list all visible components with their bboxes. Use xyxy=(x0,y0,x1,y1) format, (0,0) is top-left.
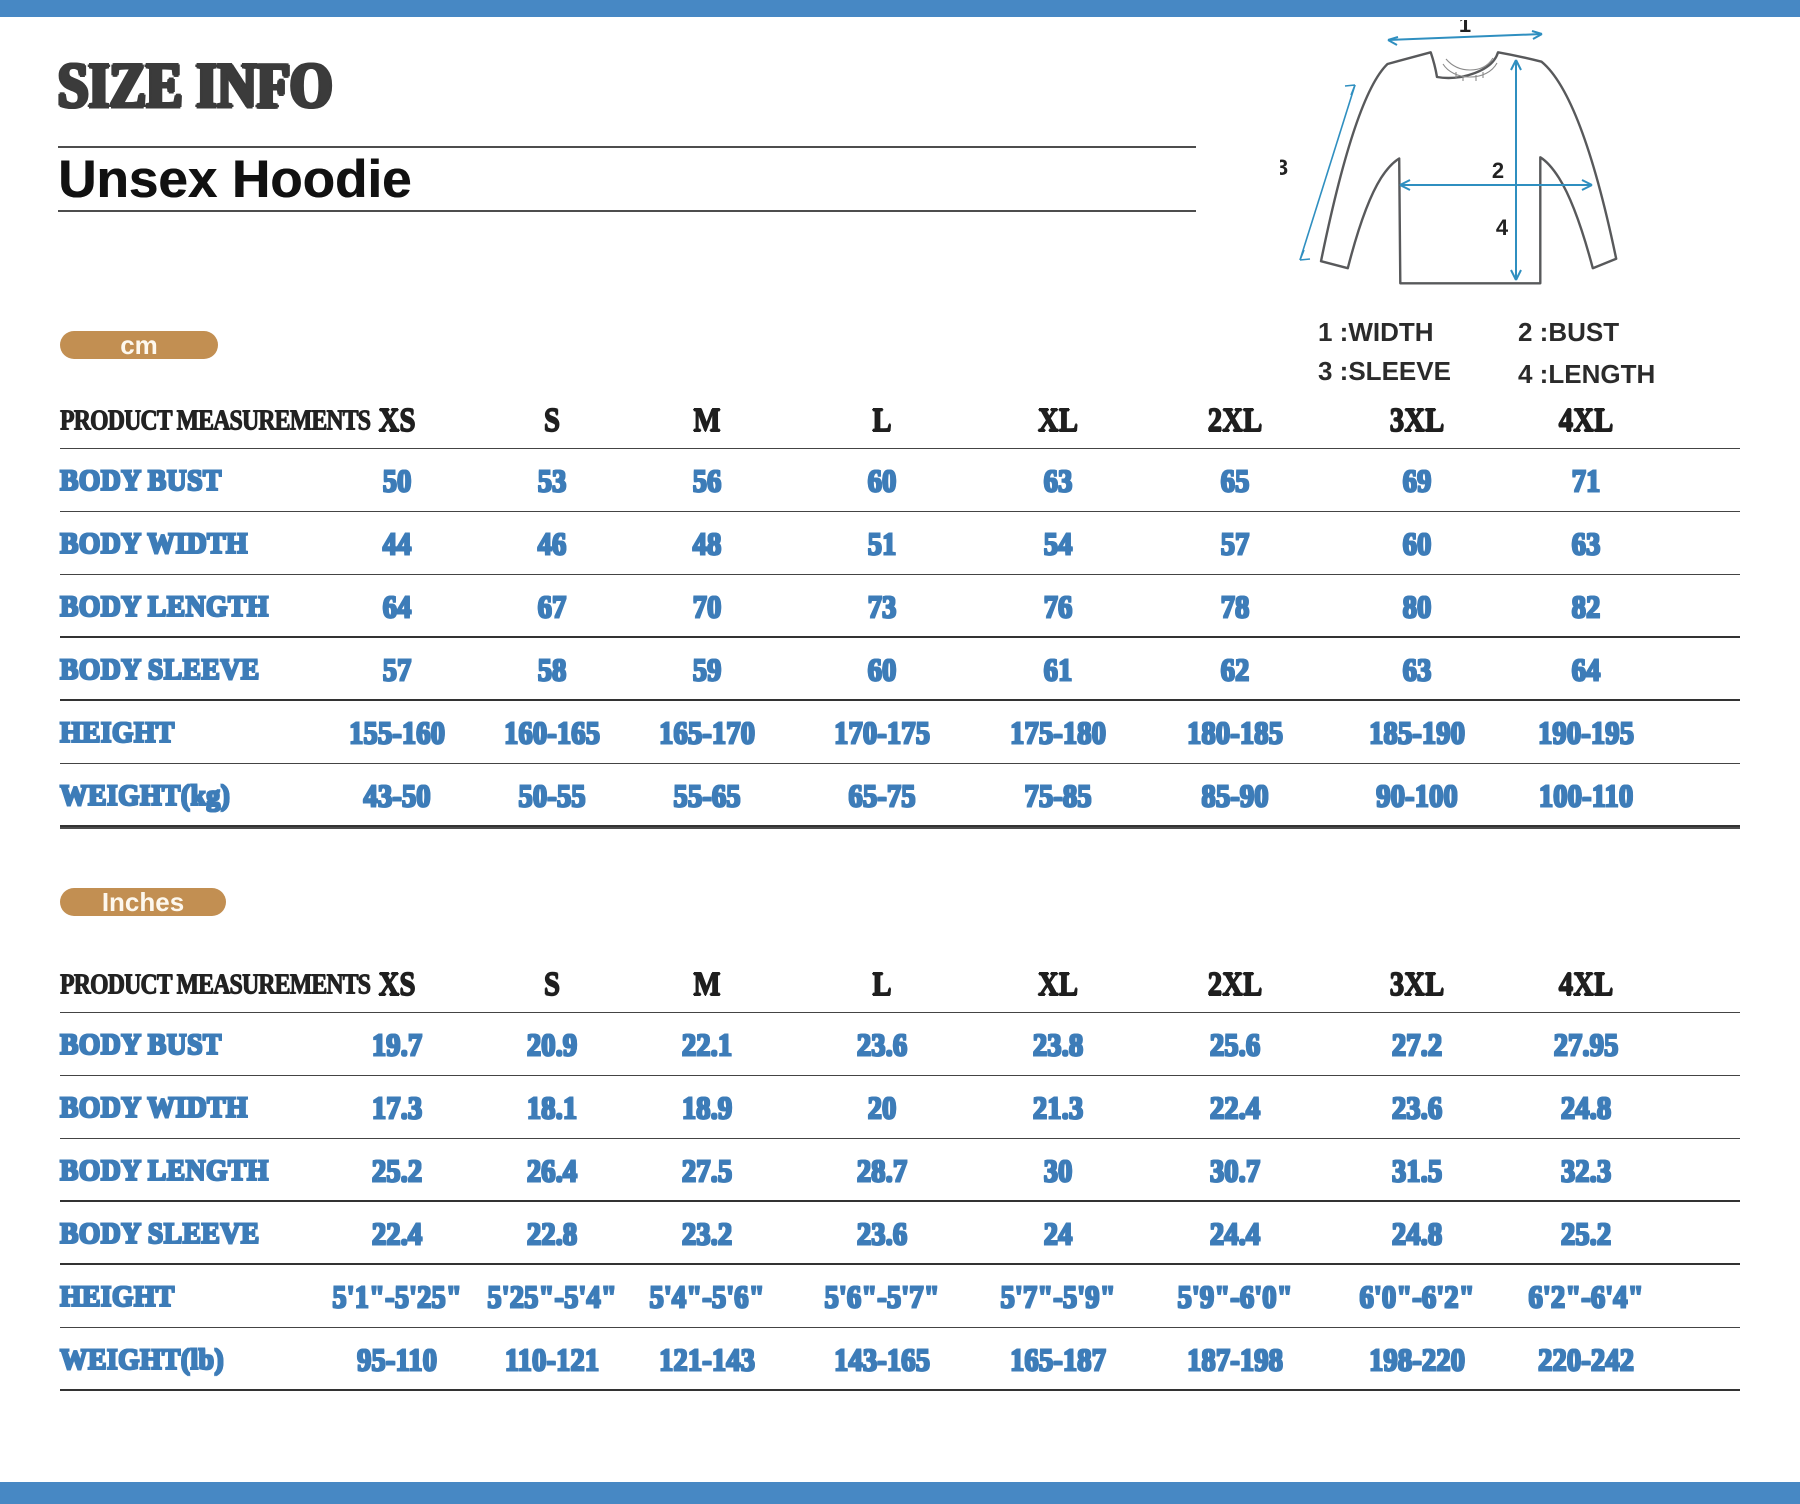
svg-text:4: 4 xyxy=(1496,215,1509,240)
svg-text:2: 2 xyxy=(1492,158,1504,183)
svg-text:3: 3 xyxy=(1280,155,1288,180)
svg-text:1: 1 xyxy=(1459,20,1471,37)
